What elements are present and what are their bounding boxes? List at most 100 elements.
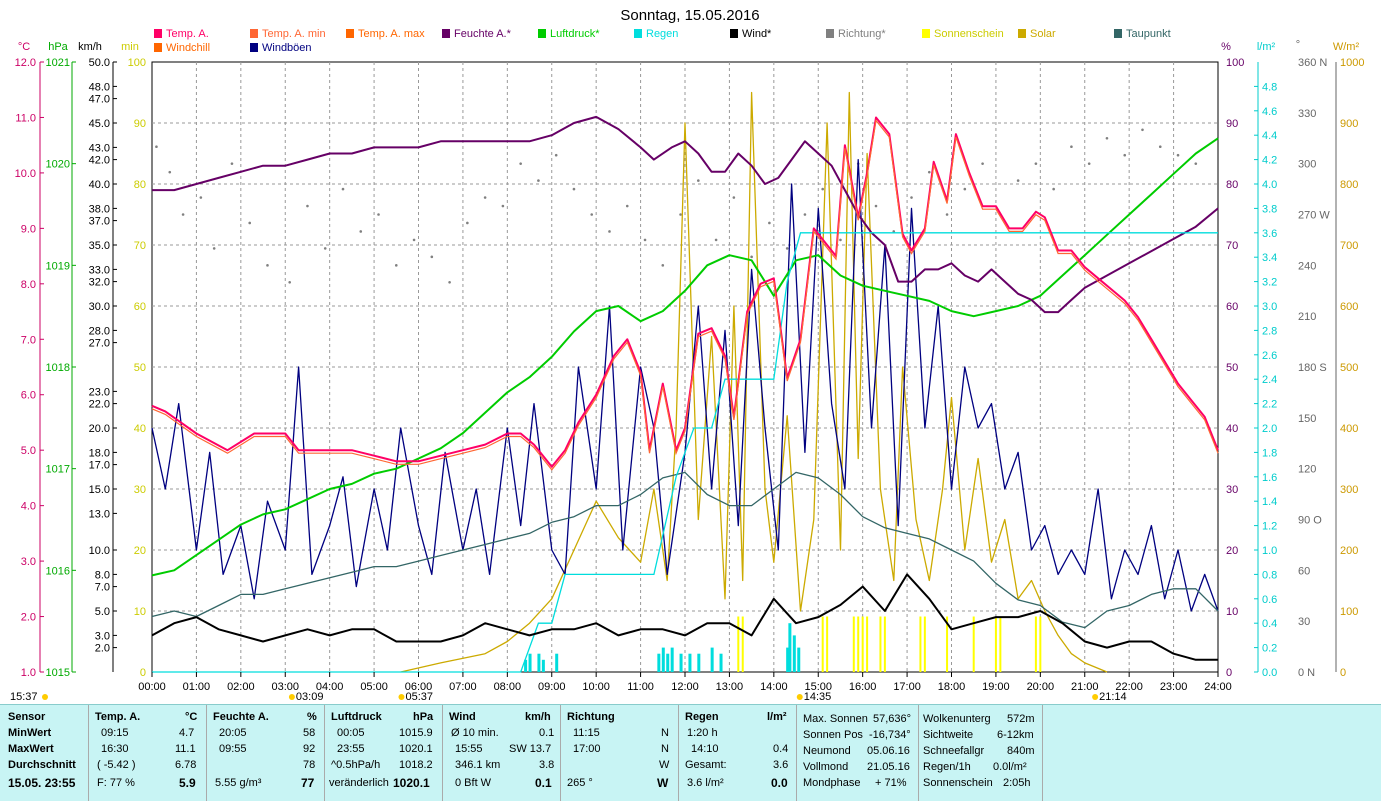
misc-r1-label: Wolkenunterg (923, 713, 991, 725)
misc-r5-val: 2:05h (1003, 777, 1031, 789)
tick-wind: 37.0 (89, 216, 110, 228)
tick-wind: 10.0 (89, 545, 110, 557)
sun-icon (796, 694, 803, 700)
tick-rain: 0.6 (1262, 594, 1277, 606)
direction-dot (910, 196, 913, 199)
x-tick-label: 23:00 (1160, 681, 1188, 693)
direction-dot (608, 230, 611, 233)
hum-max-time: 09:55 (219, 743, 247, 755)
tick-rain: 4.8 (1262, 81, 1277, 93)
tick-direction: 330 (1298, 108, 1316, 120)
direction-dot (483, 196, 487, 199)
sun-r4-label: Vollmond (803, 761, 849, 773)
x-tick-label: 15:00 (804, 681, 832, 693)
col-rain: Regen l/m² 1:20 h 14:10 0.4 Gesamt: 3.6 … (678, 705, 796, 801)
direction-dot (839, 238, 842, 242)
x-tick-label: 12:00 (671, 681, 699, 693)
hdr-sensor: Sensor (8, 711, 46, 723)
direction-dot (306, 204, 309, 208)
sun-icon (398, 694, 405, 700)
x-tick-label: 06:00 (405, 681, 433, 693)
tick-rain: 1.8 (1262, 447, 1277, 459)
sunshine-bar (923, 616, 926, 672)
dir-r1-val: N (661, 727, 669, 739)
direction-dot (963, 187, 967, 191)
tick-rain: 3.8 (1262, 203, 1277, 215)
tick-direction: 0 N (1298, 667, 1315, 679)
tick-wind: 47.0 (89, 94, 110, 106)
direction-dot (155, 145, 158, 149)
legend-label: Temp. A. (166, 28, 209, 40)
hum-foot-val: 77 (301, 776, 315, 790)
tick-wind: 40.0 (89, 179, 110, 191)
legend-label: Windchill (166, 42, 210, 54)
press-min-val: 1015.9 (399, 727, 433, 739)
sunshine-bar (1039, 616, 1042, 672)
sun-r1-val: 57,636° (873, 713, 912, 725)
tick-wind: 5.0 (95, 606, 110, 618)
tick-temp: 6.0 (21, 390, 36, 402)
tick-humidity: 20 (1226, 545, 1238, 557)
direction-dot (1176, 153, 1180, 157)
hdr-hum-unit: % (307, 711, 317, 723)
wind-r4-label: 0 Bft W (455, 777, 492, 789)
sunshine-bar (879, 616, 882, 672)
tick-wind: 3.0 (95, 630, 110, 642)
series-line-taupunkt (151, 471, 1219, 629)
sunshine-bar (857, 616, 860, 672)
col-empty (1042, 705, 1381, 801)
rain-bar (719, 653, 723, 672)
time-markers: 15:37 03:09 05:37 14:35 21:14 (10, 691, 1127, 703)
legend-swatch (1114, 29, 1122, 38)
tick-wind: 42.0 (89, 155, 110, 167)
tick-rain: 0.8 (1262, 569, 1277, 581)
row-min-label: MinWert (8, 727, 52, 739)
sun-r3-val: 05.06.16 (867, 745, 910, 757)
direction-dot (323, 247, 327, 250)
direction-dot (750, 255, 753, 259)
legend: Temp. A. Temp. A. min Temp. A. max Feuchte … (154, 28, 1171, 54)
x-tick-label: 09:00 (538, 681, 566, 693)
tick-humidity: 100 (1226, 57, 1244, 69)
tick-humidity: 30 (1226, 484, 1238, 496)
sunshine-bar (826, 616, 829, 672)
tick-temp: 12.0 (15, 57, 36, 69)
tick-solar: 400 (1340, 423, 1358, 435)
tick-rain: 2.8 (1262, 325, 1277, 337)
legend-swatch (250, 43, 258, 52)
axis-unit-temp: °C (18, 41, 30, 53)
direction-dot (643, 238, 647, 242)
tick-rain: 3.4 (1262, 252, 1277, 264)
direction-dot (1016, 179, 1020, 182)
sun-icon (1092, 694, 1099, 700)
direction-dot (1087, 162, 1091, 165)
tick-pressure: 1021 (46, 57, 70, 69)
col-wind: Wind km/h Ø 10 min. 0.1 15:55 SW 13.7 34… (442, 705, 560, 801)
hum-max-val: 92 (303, 743, 316, 755)
tick-min: 30 (134, 484, 146, 496)
legend-label: Temp. A. min (262, 28, 326, 40)
tick-solar: 100 (1340, 606, 1358, 618)
chart-title: Sonntag, 15.05.2016 (620, 7, 759, 24)
tick-temp: 9.0 (21, 223, 36, 235)
tick-temp: 11.0 (15, 112, 36, 124)
tick-wind: 45.0 (89, 118, 110, 130)
left-time-label: 15:37 (10, 691, 38, 703)
col-misc: Wolkenunterg 572m Sichtweite 6-12km Schn… (918, 705, 1042, 801)
tick-min: 100 (128, 57, 146, 69)
sunshine-bar (861, 616, 864, 672)
tick-min: 60 (134, 301, 146, 313)
hdr-wind-unit: km/h (525, 711, 551, 723)
sun-icon (288, 694, 295, 700)
temp-avg-val: 6.78 (175, 759, 197, 771)
tick-rain: 0.0 (1262, 667, 1277, 679)
tick-pressure: 1017 (46, 464, 70, 476)
tick-wind: 8.0 (95, 569, 110, 581)
tick-rain: 0.2 (1262, 643, 1277, 655)
wind-r1-val: 0.1 (539, 727, 555, 739)
x-tick-label: 17:00 (893, 681, 921, 693)
rain-bar (670, 647, 674, 672)
tick-min: 10 (134, 606, 146, 618)
legend-label: Windböen (262, 42, 312, 54)
x-tick-label: 00:00 (138, 681, 166, 693)
